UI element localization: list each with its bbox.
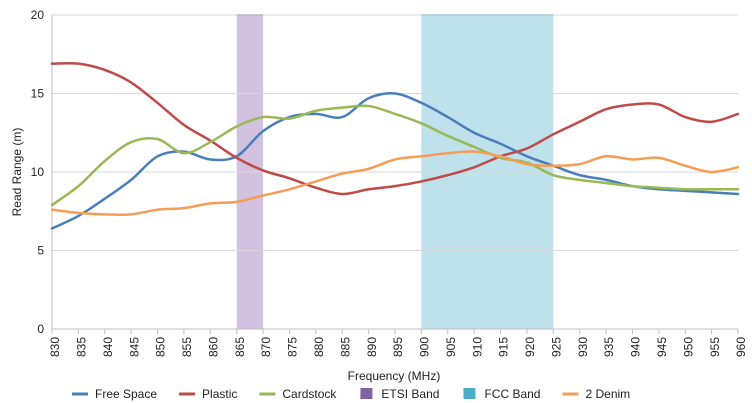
x-tick-label: 830	[48, 337, 62, 357]
legend: Free Space Plastic Cardstock ETSI Band FCC B…	[72, 387, 630, 401]
y-tick-label: 15	[31, 87, 45, 101]
x-tick-label: 835	[75, 337, 89, 357]
x-tick-label: 925	[549, 337, 563, 357]
x-tick-label: 945	[655, 337, 669, 357]
labels-layer: 830 835 840 845 850 855 860 865 870 875 880 885 890 8…	[31, 8, 749, 357]
legend-swatch	[360, 388, 373, 399]
legend-label: ETSI Band	[381, 387, 439, 401]
x-tick-label: 860	[206, 337, 220, 357]
legend-label: 2 Denim	[585, 387, 630, 401]
legend-item-2-denim: 2 Denim	[562, 387, 630, 401]
x-tick-label: 930	[576, 337, 590, 357]
x-tick-label: 855	[180, 337, 194, 357]
x-tick-label: 845	[127, 337, 141, 357]
legend-label: Cardstock	[282, 387, 337, 401]
series-line-plastic	[50, 61, 740, 196]
x-tick-label: 910	[470, 337, 484, 357]
x-tick-label: 890	[365, 337, 379, 357]
x-tick-label: 895	[391, 337, 405, 357]
legend-item-etsi-band: ETSI Band	[360, 387, 439, 401]
x-axis-title: Frequency (MHz)	[348, 369, 441, 383]
x-tick-label: 950	[681, 337, 695, 357]
y-tick-label: 10	[31, 165, 45, 179]
x-tick-label: 885	[338, 337, 352, 357]
x-tick-label: 920	[523, 337, 537, 357]
legend-swatch	[463, 388, 476, 399]
x-tick-label: 915	[497, 337, 511, 357]
legend-item-free-space: Free Space	[72, 387, 157, 401]
x-tick-label: 940	[629, 337, 643, 357]
x-tick-label: 840	[101, 337, 115, 357]
axes-layer	[51, 15, 739, 334]
x-tick-label: 935	[602, 337, 616, 357]
legend-label: Free Space	[95, 387, 157, 401]
series-line-cardstock	[50, 104, 740, 207]
legend-item-cardstock: Cardstock	[259, 387, 337, 401]
legend-label: Plastic	[202, 387, 237, 401]
grid-layer	[52, 14, 738, 251]
x-tick-label: 905	[444, 337, 458, 357]
legend-item-plastic: Plastic	[179, 387, 237, 401]
x-tick-label: 900	[418, 337, 432, 357]
x-tick-label: 880	[312, 337, 326, 357]
x-tick-label: 865	[233, 337, 247, 357]
y-tick-label: 0	[37, 322, 44, 336]
y-tick-label: 5	[37, 244, 44, 258]
legend-label: FCC Band	[484, 387, 540, 401]
series-line-2-denim	[50, 150, 740, 217]
x-tick-label: 875	[286, 337, 300, 357]
x-tick-label: 960	[734, 337, 748, 357]
legend-item-fcc-band: FCC Band	[463, 387, 540, 401]
x-tick-label: 870	[259, 337, 273, 357]
y-axis-title: Read Range (m)	[10, 128, 24, 217]
series-layer	[50, 61, 740, 230]
y-tick-label: 20	[31, 8, 45, 22]
x-tick-label: 850	[154, 337, 168, 357]
x-tick-label: 955	[708, 337, 722, 357]
